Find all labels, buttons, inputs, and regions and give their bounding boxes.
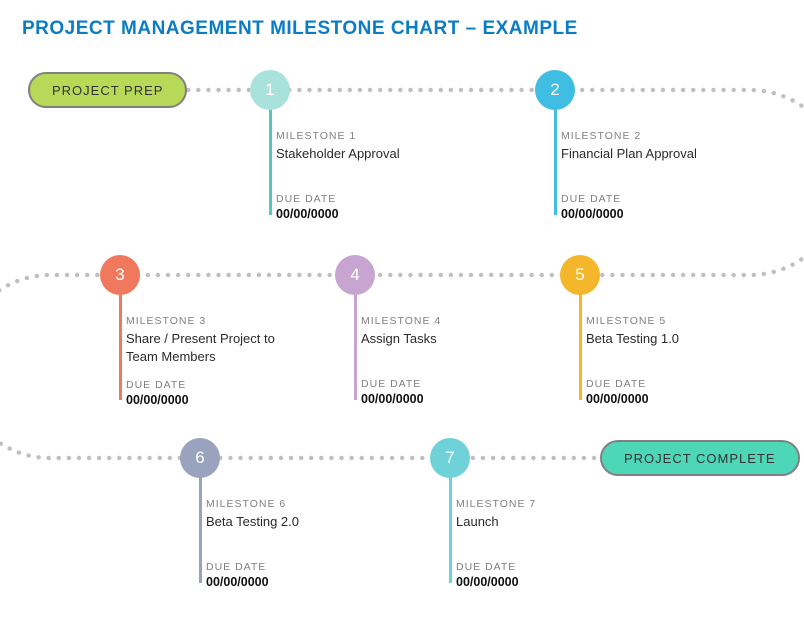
due-date-label: DUE DATE [126, 379, 276, 391]
milestone-number: 4 [350, 265, 359, 285]
milestone-node: 6 [180, 438, 220, 478]
chart-title: PROJECT MANAGEMENT MILESTONE CHART – EXA… [22, 18, 578, 40]
milestone-label: MILESTONE 6 [206, 498, 356, 510]
milestone-stem [354, 285, 357, 400]
milestone-node: 7 [430, 438, 470, 478]
milestone-node: 5 [560, 255, 600, 295]
milestone-block: MILESTONE 6 Beta Testing 2.0 DUE DATE 00… [206, 498, 356, 589]
milestone-stem [579, 285, 582, 400]
milestone-number: 3 [115, 265, 124, 285]
milestone-label: MILESTONE 3 [126, 315, 276, 327]
milestone-label: MILESTONE 2 [561, 130, 711, 142]
milestone-number: 2 [550, 80, 559, 100]
milestone-node: 2 [535, 70, 575, 110]
milestone-stem [119, 285, 122, 400]
due-date-value: 00/00/0000 [276, 207, 426, 221]
milestone-node: 4 [335, 255, 375, 295]
milestone-stem [269, 100, 272, 215]
end-pill: PROJECT COMPLETE [600, 440, 800, 476]
end-pill-label: PROJECT COMPLETE [624, 451, 776, 466]
milestone-name: Assign Tasks [361, 330, 511, 364]
start-pill-label: PROJECT PREP [52, 83, 163, 98]
due-date-value: 00/00/0000 [126, 393, 276, 407]
due-date-value: 00/00/0000 [206, 575, 356, 589]
due-date-label: DUE DATE [361, 378, 511, 390]
milestone-block: MILESTONE 7 Launch DUE DATE 00/00/0000 [456, 498, 606, 589]
milestone-number: 5 [575, 265, 584, 285]
milestone-node: 1 [250, 70, 290, 110]
due-date-label: DUE DATE [456, 561, 606, 573]
milestone-number: 1 [265, 80, 274, 100]
milestone-label: MILESTONE 1 [276, 130, 426, 142]
milestone-label: MILESTONE 5 [586, 315, 736, 327]
due-date-value: 00/00/0000 [586, 392, 736, 406]
due-date-label: DUE DATE [206, 561, 356, 573]
due-date-label: DUE DATE [276, 193, 426, 205]
milestone-stem [199, 468, 202, 583]
due-date-label: DUE DATE [586, 378, 736, 390]
milestone-label: MILESTONE 7 [456, 498, 606, 510]
milestone-label: MILESTONE 4 [361, 315, 511, 327]
milestone-block: MILESTONE 4 Assign Tasks DUE DATE 00/00/… [361, 315, 511, 406]
milestone-name: Beta Testing 2.0 [206, 513, 356, 547]
due-date-label: DUE DATE [561, 193, 711, 205]
milestone-node: 3 [100, 255, 140, 295]
milestone-name: Beta Testing 1.0 [586, 330, 736, 364]
milestone-name: Launch [456, 513, 606, 547]
milestone-stem [554, 100, 557, 215]
milestone-number: 7 [445, 448, 454, 468]
milestone-number: 6 [195, 448, 204, 468]
milestone-stem [449, 468, 452, 583]
start-pill: PROJECT PREP [28, 72, 187, 108]
milestone-block: MILESTONE 5 Beta Testing 1.0 DUE DATE 00… [586, 315, 736, 406]
milestone-block: MILESTONE 3 Share / Present Project to T… [126, 315, 276, 407]
due-date-value: 00/00/0000 [561, 207, 711, 221]
milestone-block: MILESTONE 2 Financial Plan Approval DUE … [561, 130, 711, 221]
milestone-name: Stakeholder Approval [276, 145, 426, 179]
due-date-value: 00/00/0000 [456, 575, 606, 589]
milestone-name: Financial Plan Approval [561, 145, 711, 179]
milestone-name: Share / Present Project to Team Members [126, 330, 276, 365]
due-date-value: 00/00/0000 [361, 392, 511, 406]
milestone-block: MILESTONE 1 Stakeholder Approval DUE DAT… [276, 130, 426, 221]
